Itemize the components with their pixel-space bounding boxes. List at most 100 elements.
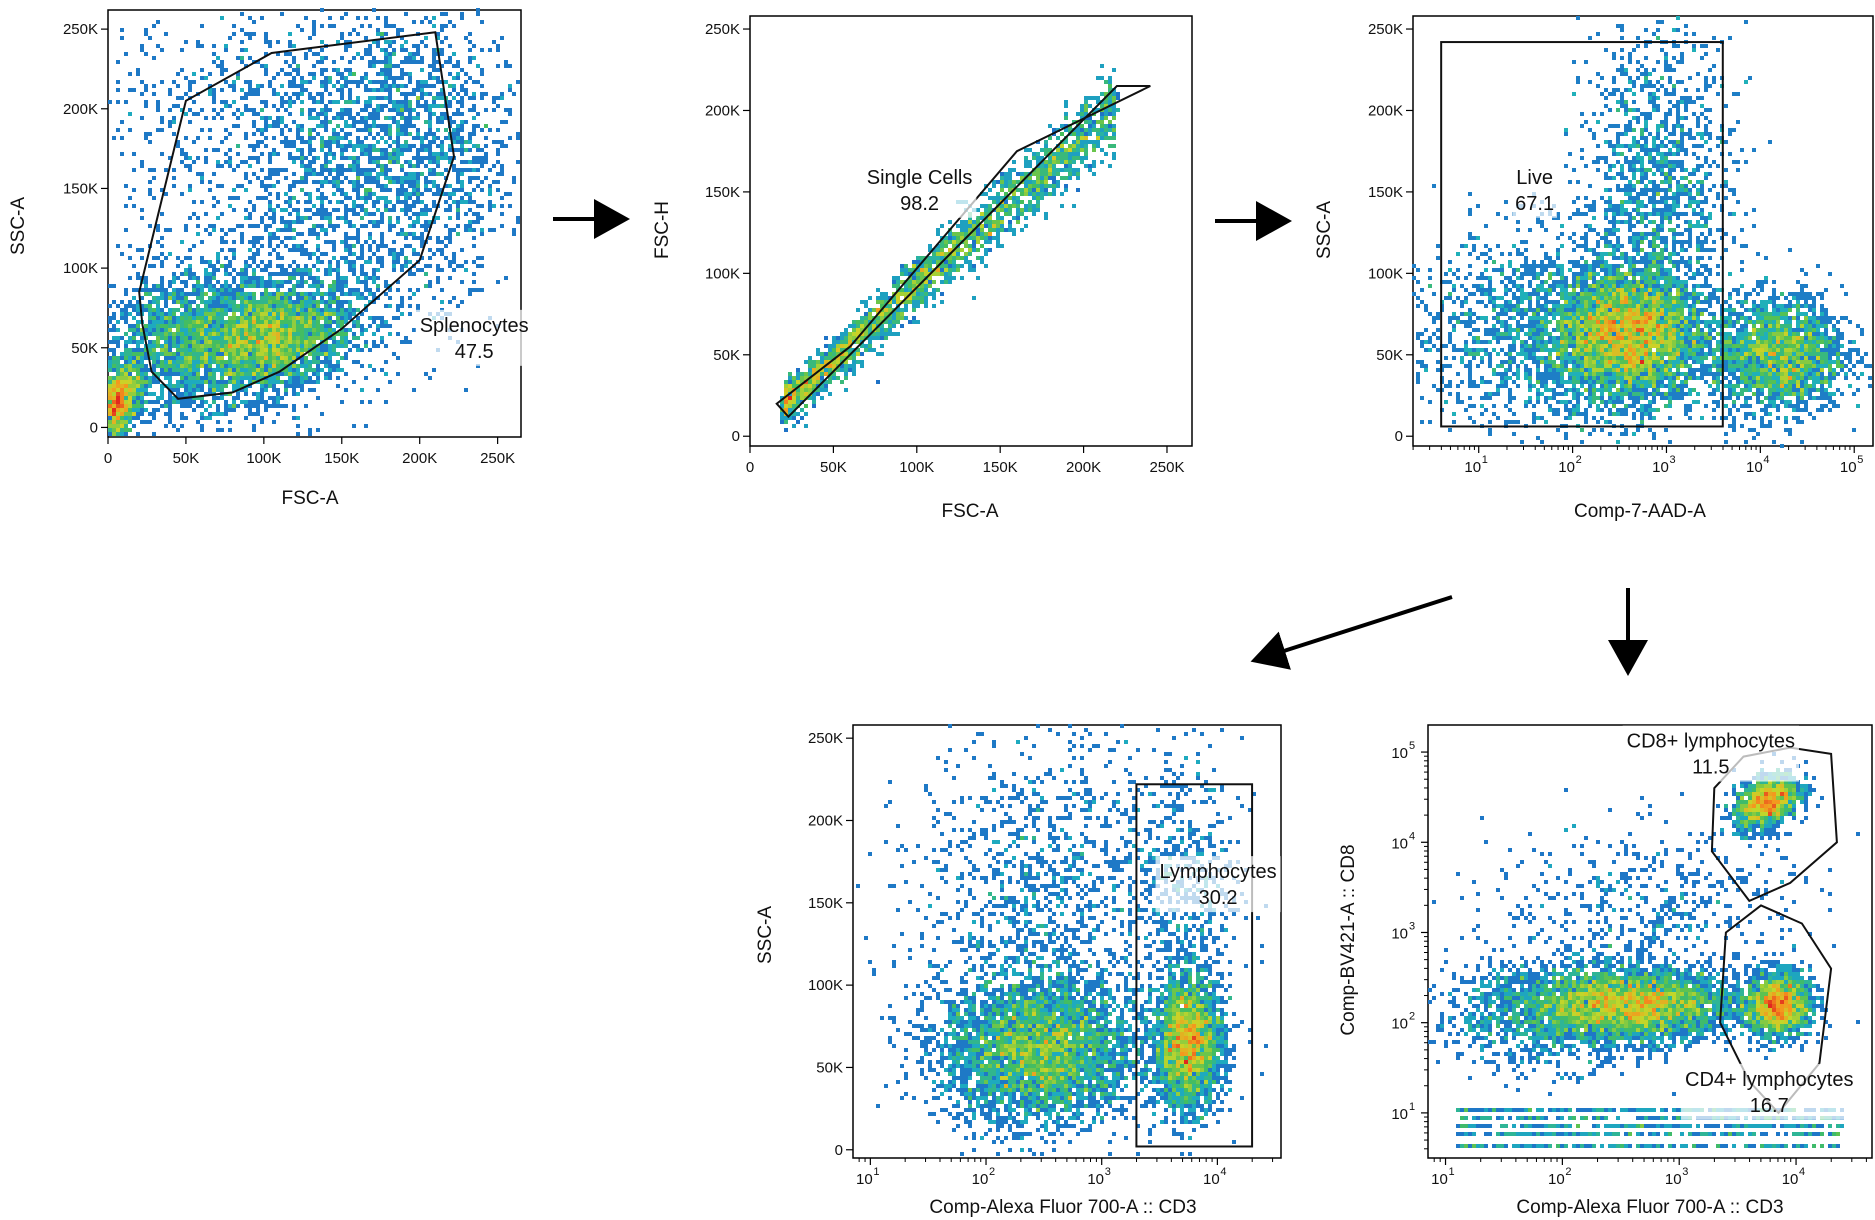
density-cell [120,136,124,140]
density-cell [216,328,220,332]
density-cell [436,248,440,252]
density-cell [148,340,152,344]
density-cell [228,228,232,232]
density-cell [276,204,280,208]
density-cell [292,272,296,276]
density-cell [324,104,328,108]
density-cell [308,432,312,436]
density-cell [252,308,256,312]
density-cell [128,392,132,396]
density-cell [984,208,988,212]
density-cell [224,340,228,344]
density-cell [344,236,348,240]
density-cell [1036,188,1040,192]
density-cell [496,180,500,184]
density-cell [320,24,324,28]
density-cell [256,404,260,408]
density-cell [180,372,184,376]
density-cell [128,368,132,372]
density-cell [864,304,868,308]
density-cell [464,88,468,92]
density-cell [1044,184,1048,188]
density-cell [272,384,276,388]
density-cell [792,424,796,428]
density-cell [976,240,980,244]
density-cell [956,240,960,244]
density-cell [388,288,392,292]
density-cell [384,148,388,152]
density-cell [476,168,480,172]
density-cell [476,148,480,152]
density-cell [312,232,316,236]
density-cell [216,64,220,68]
density-cell [436,156,440,160]
density-cell [336,72,340,76]
density-cell [172,360,176,364]
density-cell [164,376,168,380]
density-cell [472,104,476,108]
density-cell [300,364,304,368]
density-cell [172,104,176,108]
density-cell [932,292,936,296]
density-cell [428,376,432,380]
density-cell [176,400,180,404]
density-cell [280,132,284,136]
density-cell [848,340,852,344]
density-cell [248,240,252,244]
density-cell [452,88,456,92]
density-cell [316,292,320,296]
density-cell [308,80,312,84]
density-cell [796,400,800,404]
density-cell [296,320,300,324]
density-cell [312,264,316,268]
density-cell [1068,168,1072,172]
density-cell [280,168,284,172]
density-cell [400,180,404,184]
density-cell [316,212,320,216]
density-cell [168,364,172,368]
density-cell [224,332,228,336]
density-cell [200,404,204,408]
density-cell [336,224,340,228]
density-cell [364,240,368,244]
density-cell [408,80,412,84]
density-cell [188,352,192,356]
density-cell [148,412,152,416]
density-cell [268,372,272,376]
density-cell [344,108,348,112]
density-cell [208,412,212,416]
density-cell [308,304,312,308]
density-cell [380,32,384,36]
density-cell [200,44,204,48]
density-cell [288,96,292,100]
density-cell [928,260,932,264]
density-cell [272,316,276,320]
density-cell [220,236,224,240]
density-cell [288,380,292,384]
density-cell [392,76,396,80]
density-cell [112,136,116,140]
density-cell [176,296,180,300]
density-cell [892,312,896,316]
density-cell [160,48,164,52]
density-cell [160,116,164,120]
density-cell [136,404,140,408]
density-cell [156,300,160,304]
density-cell [208,304,212,308]
density-cell [312,156,316,160]
density-cell [324,152,328,156]
density-cell [228,408,232,412]
density-cell [328,160,332,164]
density-cell [252,224,256,228]
density-cell [280,356,284,360]
density-cell [348,180,352,184]
density-cell [288,308,292,312]
density-cell [196,136,200,140]
density-cell [244,96,248,100]
density-cell [392,268,396,272]
density-cell [972,220,976,224]
density-cell [204,332,208,336]
density-cell [876,308,880,312]
density-cell [988,232,992,236]
density-cell [1060,204,1064,208]
